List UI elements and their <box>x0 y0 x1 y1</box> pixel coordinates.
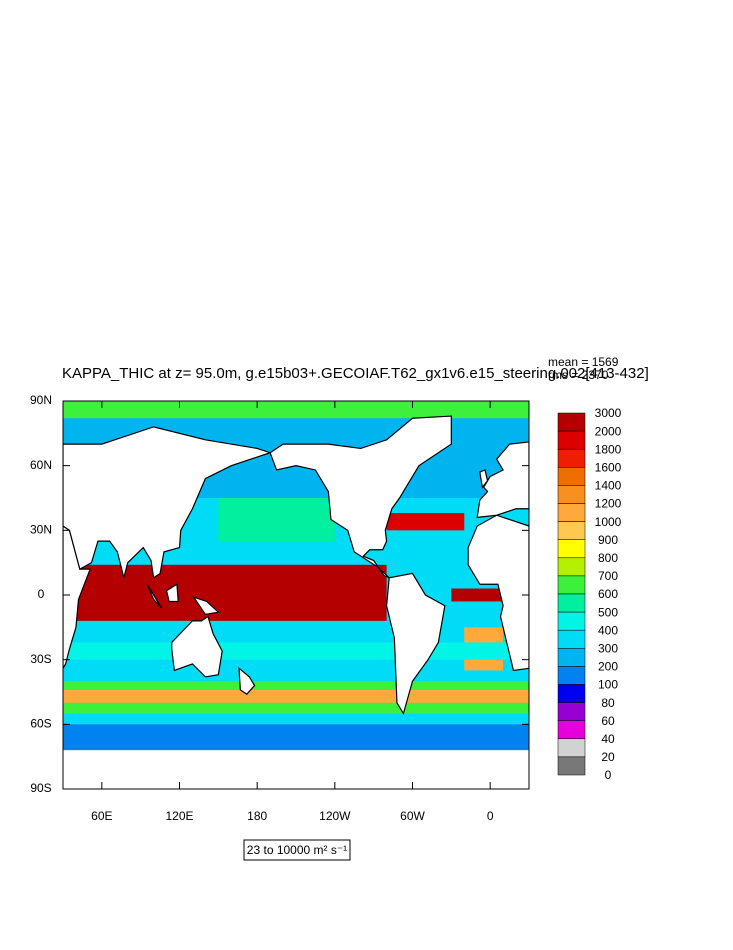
colorbar-label: 600 <box>598 587 618 601</box>
colorbar-label: 40 <box>601 732 615 746</box>
colorbar-box <box>557 503 586 522</box>
colorbar-box <box>557 756 586 776</box>
colorbar-label: 20 <box>601 750 615 764</box>
colorbar-label: 3000 <box>595 406 622 420</box>
colorbar-label: 100 <box>598 678 618 692</box>
colorbar-label: 800 <box>598 551 618 565</box>
y-tick-label: 90S <box>30 781 51 795</box>
title: KAPPA_THIC at z= 95.0m, g.e15b03+.GECOIA… <box>62 365 649 382</box>
colorbar-box <box>557 521 586 540</box>
colorbar-label: 200 <box>598 660 618 674</box>
y-tick-label: 90N <box>30 393 52 407</box>
colorbar-label: 80 <box>601 696 615 710</box>
colorbar-box <box>557 467 586 486</box>
colorbar-box <box>557 738 586 758</box>
colorbar-box <box>557 629 586 649</box>
units-box <box>243 839 351 861</box>
map <box>63 401 529 789</box>
colorbar-label: 1200 <box>595 497 622 511</box>
colorbar-box <box>557 430 586 450</box>
x-tick-label: 120W <box>319 809 351 823</box>
y-tick-label: 30N <box>30 523 52 537</box>
colorbar-box <box>557 485 586 504</box>
x-tick-label: 60W <box>400 809 425 823</box>
colorbar-label: 500 <box>598 605 618 619</box>
colorbar-box <box>557 539 586 559</box>
colorbar-label: 60 <box>601 714 615 728</box>
x-tick-label: 60E <box>91 809 112 823</box>
x-tick-label: 180 <box>247 809 267 823</box>
colorbar-box <box>557 557 586 577</box>
colorbar-box <box>557 611 586 631</box>
colorbar-label: 300 <box>598 641 618 655</box>
colorbar-label: 1000 <box>595 515 622 529</box>
x-tick-label: 0 <box>487 809 494 823</box>
colorbar-label: 700 <box>598 569 618 583</box>
rms-label: rms = 2370 <box>548 368 609 382</box>
colorbar-label: 900 <box>598 533 618 547</box>
colorbar-box <box>557 448 586 468</box>
colorbar-label: 1400 <box>595 479 622 493</box>
y-tick-label: 0 <box>38 587 45 601</box>
y-tick-label: 30S <box>30 652 51 666</box>
colorbar-box <box>557 684 586 703</box>
colorbar-box <box>557 575 586 595</box>
colorbar-box <box>557 720 586 740</box>
colorbar-label: 0 <box>605 768 612 782</box>
y-tick-label: 60N <box>30 458 52 472</box>
colorbar-box <box>557 593 586 613</box>
colorbar-box <box>557 648 586 667</box>
colorbar-label: 400 <box>598 623 618 637</box>
mean-label: mean = 1569 <box>548 355 619 369</box>
colorbar-box <box>557 702 586 721</box>
y-tick-label: 60S <box>30 717 51 731</box>
colorbar-box <box>557 412 586 432</box>
colorbar-label: 1800 <box>595 442 622 456</box>
colorbar-label: 2000 <box>595 424 622 438</box>
colorbar-box <box>557 666 586 685</box>
units-label: 23 to 10000 m² s⁻¹ <box>247 843 347 857</box>
colorbar-label: 1600 <box>595 460 622 474</box>
x-tick-label: 120E <box>165 809 193 823</box>
